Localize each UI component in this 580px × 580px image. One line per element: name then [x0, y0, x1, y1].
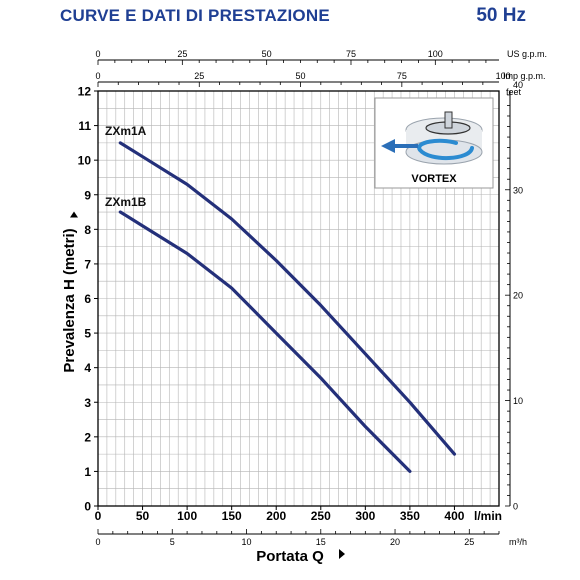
m3h-tick-label: 25 [464, 537, 474, 547]
y-tick-label: 0 [84, 500, 91, 514]
x-tick-label: 0 [95, 509, 102, 523]
m3h-tick-label: 5 [170, 537, 175, 547]
x-tick-label: 150 [222, 509, 242, 523]
x-tick-label: 100 [177, 509, 197, 523]
us-gpm-tick-label: 50 [262, 49, 272, 59]
x-unit-label: l/min [474, 509, 502, 523]
us-gpm-tick-label: 75 [346, 49, 356, 59]
x-tick-label: 250 [311, 509, 331, 523]
y-tick-label: 9 [84, 188, 91, 202]
x-tick-label: 200 [266, 509, 286, 523]
m3h-unit-label: m³/h [509, 537, 527, 547]
y-tick-label: 10 [78, 154, 92, 168]
us-gpm-tick-label: 0 [95, 49, 100, 59]
vortex-flow-icon [417, 138, 474, 161]
m3h-tick-label: 20 [390, 537, 400, 547]
y-tick-label: 7 [84, 257, 91, 271]
m3h-tick-label: 10 [242, 537, 252, 547]
m3h-tick-label: 0 [95, 537, 100, 547]
x-axis-title: Portata Q [256, 548, 324, 565]
series-line [118, 141, 456, 456]
imp-gpm-tick-label: 50 [296, 71, 306, 81]
y-tick-label: 12 [78, 85, 92, 99]
us-gpm-tick-label: 100 [428, 49, 443, 59]
inset-label: VORTEX [411, 173, 457, 185]
imp-gpm-unit-label: Imp g.p.m. [503, 71, 546, 81]
series-label: ZXm1B [105, 195, 147, 209]
y-tick-label: 11 [78, 119, 91, 133]
us-gpm-tick-label: 25 [177, 49, 187, 59]
x-tick-label: 300 [355, 509, 375, 523]
shaft-icon [444, 111, 453, 129]
x-tick-label: 50 [136, 509, 150, 523]
imp-gpm-tick-label: 25 [194, 71, 204, 81]
feet-tick-label: 20 [513, 291, 523, 301]
series-line [118, 210, 412, 473]
y-tick-label: 1 [84, 465, 91, 479]
y-axis-title: Prevalenza H (metri) [61, 228, 78, 372]
imp-gpm-tick-label: 0 [95, 71, 100, 81]
x-tick-label: 350 [400, 509, 420, 523]
feet-tick-label: 0 [513, 502, 518, 512]
feet-tick-label: 30 [513, 185, 523, 195]
imp-gpm-tick-label: 75 [397, 71, 407, 81]
imp-gpm-tick-label: 100 [496, 71, 511, 81]
feet-unit-label: feet [506, 87, 522, 97]
y-tick-label: 3 [84, 396, 91, 410]
x-tick-label: 400 [444, 509, 464, 523]
y-tick-label: 8 [84, 223, 91, 237]
series-label: ZXm1A [105, 124, 147, 138]
us-gpm-unit-label: US g.p.m. [507, 49, 547, 59]
chart-title: CURVE E DATI DI PRESTAZIONE [60, 6, 330, 25]
x-axis-arrow-icon [339, 549, 345, 559]
y-tick-label: 5 [84, 327, 91, 341]
feet-tick-label: 40 [513, 80, 523, 90]
y-axis-arrow-icon [70, 211, 78, 218]
outlet-arrow-icon [381, 139, 395, 153]
m3h-tick-label: 15 [316, 537, 326, 547]
y-tick-label: 6 [84, 292, 91, 306]
feet-tick-label: 10 [513, 396, 523, 406]
frequency-label: 50 Hz [476, 5, 526, 26]
y-tick-label: 4 [84, 361, 91, 375]
y-tick-label: 2 [84, 430, 91, 444]
